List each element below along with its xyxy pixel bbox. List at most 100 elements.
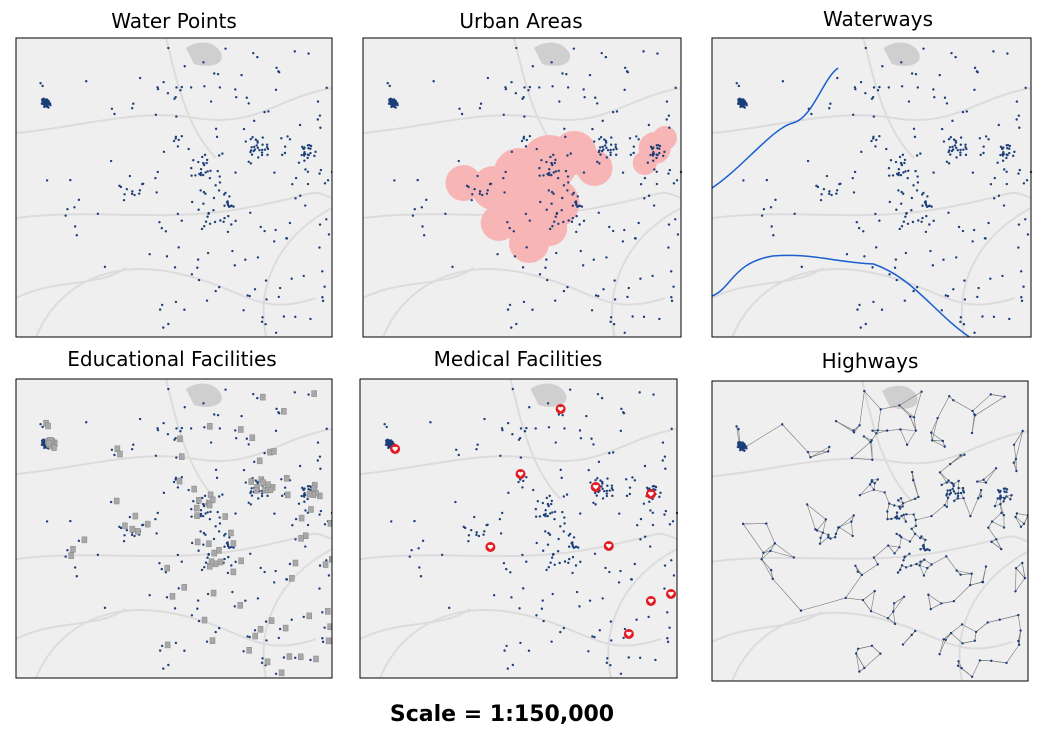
water-point bbox=[133, 534, 136, 538]
water-point bbox=[208, 176, 212, 180]
water-point bbox=[654, 488, 657, 491]
water-point bbox=[897, 189, 900, 192]
water-point bbox=[85, 80, 88, 83]
water-point bbox=[872, 86, 876, 89]
water-point bbox=[69, 178, 72, 182]
water-point bbox=[926, 548, 929, 551]
panel-border bbox=[15, 378, 333, 679]
water-point bbox=[855, 220, 859, 224]
water-point bbox=[781, 80, 785, 83]
basemap-road bbox=[16, 191, 332, 219]
water-point bbox=[948, 395, 951, 398]
water-point bbox=[515, 46, 518, 50]
water-point bbox=[131, 190, 134, 193]
water-point bbox=[924, 230, 928, 234]
water-point bbox=[550, 640, 553, 643]
school-icon bbox=[278, 669, 285, 677]
water-point bbox=[836, 76, 839, 80]
highway bbox=[931, 432, 943, 442]
water-point bbox=[818, 542, 822, 545]
water-point bbox=[103, 606, 107, 610]
water-point bbox=[850, 520, 853, 523]
water-point bbox=[554, 170, 558, 173]
highway bbox=[930, 432, 933, 441]
water-point bbox=[971, 240, 974, 243]
water-point bbox=[393, 179, 396, 182]
water-point bbox=[226, 571, 230, 575]
water-point bbox=[643, 535, 647, 538]
water-point bbox=[323, 285, 326, 288]
water-point bbox=[998, 490, 1001, 494]
water-point bbox=[952, 490, 956, 493]
basemap bbox=[712, 381, 1028, 681]
water-point bbox=[199, 168, 203, 171]
water-point bbox=[614, 153, 618, 157]
water-point bbox=[473, 515, 476, 519]
water-point bbox=[898, 404, 901, 407]
water-point bbox=[629, 153, 633, 157]
highway bbox=[944, 497, 949, 506]
water-point bbox=[990, 540, 993, 544]
water-point bbox=[665, 100, 669, 103]
water-point bbox=[827, 533, 830, 537]
water-point bbox=[982, 145, 985, 148]
water-point bbox=[853, 86, 857, 89]
school-icon bbox=[206, 501, 213, 509]
water-point bbox=[546, 514, 549, 518]
highway bbox=[946, 497, 949, 507]
water-point bbox=[971, 171, 975, 174]
water-point bbox=[973, 331, 976, 334]
water-point bbox=[501, 428, 504, 432]
water-point bbox=[282, 656, 286, 659]
water-point bbox=[548, 227, 552, 231]
water-point bbox=[273, 171, 276, 174]
water-point bbox=[263, 110, 266, 114]
water-point bbox=[902, 220, 906, 223]
water-point bbox=[199, 514, 202, 518]
water-point bbox=[240, 73, 243, 77]
water-point bbox=[973, 414, 977, 417]
water-point bbox=[1018, 126, 1021, 129]
water-point bbox=[160, 226, 163, 230]
water-point bbox=[559, 630, 562, 634]
water-point bbox=[945, 505, 949, 508]
water-point bbox=[959, 573, 962, 576]
highway bbox=[902, 630, 916, 645]
water-point bbox=[244, 599, 247, 602]
water-point bbox=[814, 528, 817, 531]
water-point bbox=[737, 84, 741, 88]
water-point bbox=[613, 298, 617, 301]
water-point bbox=[199, 171, 203, 175]
water-point bbox=[274, 88, 278, 92]
water-point bbox=[984, 135, 988, 138]
highway bbox=[923, 568, 928, 576]
school-icon bbox=[122, 522, 128, 530]
water-point bbox=[599, 153, 602, 156]
water-point bbox=[959, 454, 962, 457]
water-point bbox=[525, 475, 528, 479]
school-icon bbox=[194, 512, 200, 519]
water-point bbox=[976, 70, 979, 74]
water-point bbox=[663, 587, 666, 590]
water-point bbox=[547, 173, 551, 177]
water-point bbox=[183, 406, 186, 409]
water-point bbox=[216, 413, 220, 417]
water-point bbox=[901, 505, 904, 508]
water-point bbox=[639, 277, 642, 280]
water-point bbox=[564, 135, 567, 139]
water-point bbox=[993, 504, 997, 508]
hospital-icon-heart bbox=[648, 491, 654, 497]
highway bbox=[851, 441, 871, 459]
water-point bbox=[302, 147, 305, 150]
water-point bbox=[915, 189, 919, 192]
water-point bbox=[544, 266, 547, 269]
water-point bbox=[943, 445, 946, 448]
water-point bbox=[921, 544, 925, 548]
water-point bbox=[1005, 495, 1008, 498]
water-point bbox=[964, 153, 968, 157]
water-point bbox=[160, 644, 164, 648]
water-point bbox=[122, 198, 126, 202]
water-point bbox=[413, 208, 416, 211]
water-point bbox=[318, 172, 321, 175]
water-point bbox=[879, 408, 882, 411]
